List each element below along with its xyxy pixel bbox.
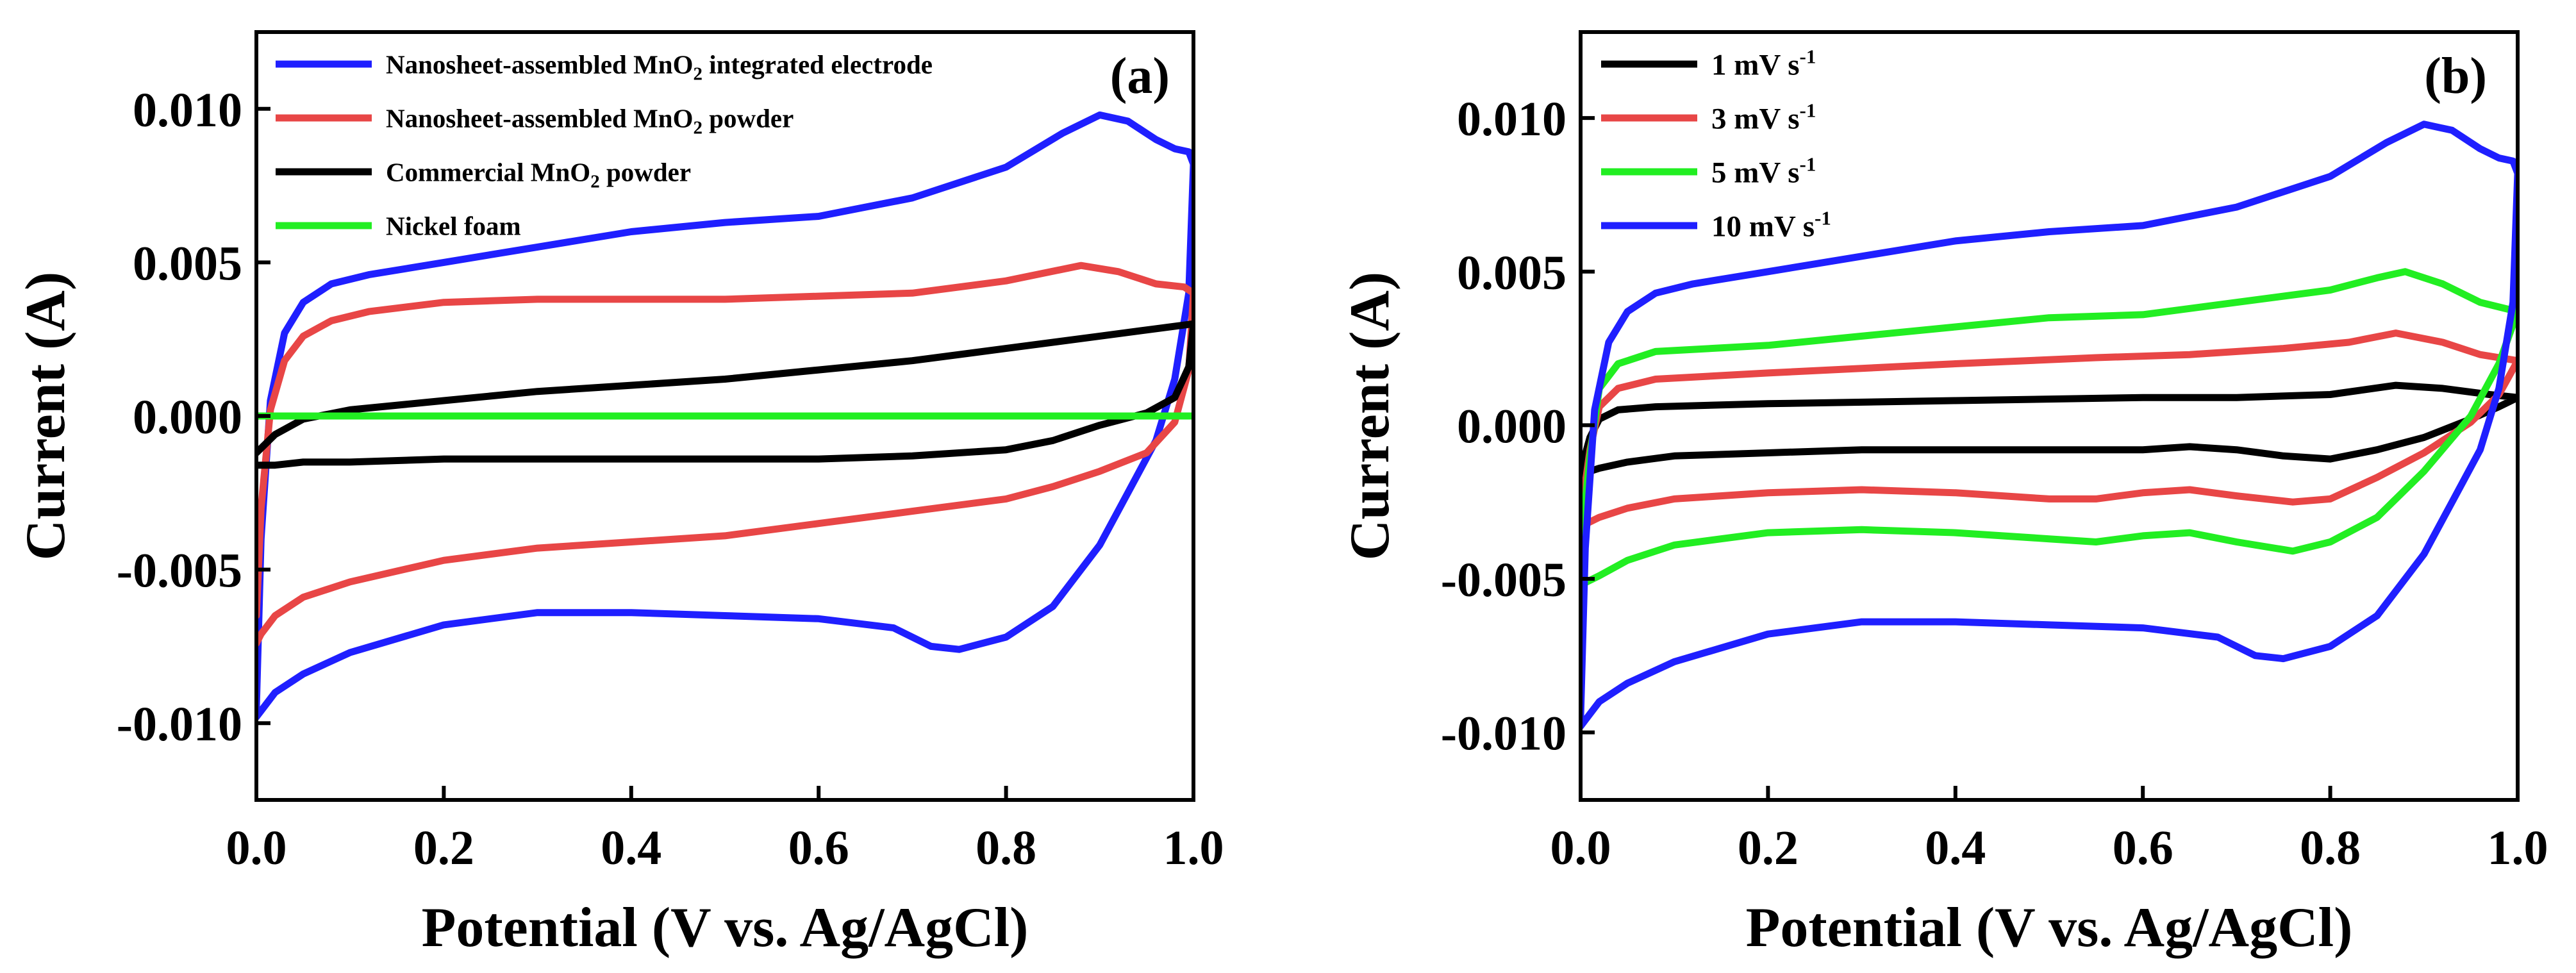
y-tick-label: -0.010 bbox=[117, 697, 242, 751]
series-line bbox=[1581, 268, 2518, 589]
legend-label-text: 10 mV s bbox=[1711, 210, 1815, 243]
y-tick-label: 0.010 bbox=[1457, 92, 1566, 146]
legend-label-superscript: -1 bbox=[1800, 45, 1816, 67]
legend-label-text: Nickel foam bbox=[386, 211, 521, 240]
legend-label: Nickel foam bbox=[386, 211, 521, 240]
legend-label: 3 mV s-1 bbox=[1711, 99, 1816, 135]
legend-label-text: Nanosheet-assembled MnO bbox=[386, 49, 693, 79]
legend-label: Nanosheet-assembled MnO2 integrated elec… bbox=[386, 49, 933, 84]
series-line bbox=[1581, 381, 2518, 478]
y-axis-title: Current (A) bbox=[15, 272, 77, 560]
x-tick-label: 0.2 bbox=[1738, 821, 1799, 875]
legend-label: Nanosheet-assembled MnO2 powder bbox=[386, 103, 794, 138]
legend-label-tail: integrated electrode bbox=[702, 49, 933, 79]
legend-label-subscript: 2 bbox=[590, 171, 600, 192]
panel-a: 0.0 0.2 0.4 0.6 0.8 1.0 -0.010 -0.005 0.000 0.005… bbox=[15, 30, 1224, 959]
x-tick-label: 0.6 bbox=[788, 821, 849, 875]
x-tick-label: 0.6 bbox=[2113, 821, 2173, 875]
legend-label: 10 mV s-1 bbox=[1711, 206, 1831, 243]
series-lines bbox=[256, 111, 1193, 721]
legend: Nanosheet-assembled MnO2 integrated elec… bbox=[276, 49, 933, 240]
legend-label-superscript: -1 bbox=[1815, 206, 1831, 229]
x-tick-label: 0.4 bbox=[1925, 821, 1986, 875]
y-tick-label: 0.005 bbox=[133, 237, 242, 290]
series-line bbox=[256, 111, 1193, 721]
legend-label-tail: powder bbox=[600, 157, 691, 187]
y-tick-label: -0.005 bbox=[1441, 553, 1566, 607]
series-lines bbox=[1581, 121, 2518, 730]
panel-label: (b) bbox=[2424, 48, 2487, 104]
x-tick-label: 0.0 bbox=[226, 821, 287, 875]
panel-label: (a) bbox=[1110, 48, 1170, 104]
legend-label-text: Nanosheet-assembled MnO bbox=[386, 103, 693, 133]
legend-label-tail: powder bbox=[702, 103, 794, 133]
y-axis-title: Current (A) bbox=[1339, 272, 1401, 560]
legend-label-text: Commercial MnO bbox=[386, 157, 590, 187]
panel-b: 0.0 0.2 0.4 0.6 0.8 1.0 -0.010 -0.005 0.000 0.005… bbox=[1339, 30, 2548, 959]
y-tick-label: -0.010 bbox=[1441, 707, 1566, 761]
y-tick-label: 0.010 bbox=[133, 83, 242, 137]
y-tick-label: 0.000 bbox=[1457, 399, 1566, 453]
y-tick-label: 0.000 bbox=[133, 390, 242, 444]
x-tick-label: 0.4 bbox=[601, 821, 661, 875]
y-tick-label: 0.005 bbox=[1457, 246, 1566, 300]
x-tick-label: 0.8 bbox=[2300, 821, 2361, 875]
series-line bbox=[1581, 121, 2518, 730]
legend-label: 5 mV s-1 bbox=[1711, 153, 1816, 189]
legend: 1 mV s-13 mV s-15 mV s-110 mV s-1 bbox=[1601, 45, 1831, 243]
series-line bbox=[256, 262, 1193, 647]
x-axis-title: Potential (V vs. Ag/AgCl) bbox=[1746, 897, 2353, 959]
legend-label-subscript: 2 bbox=[693, 117, 702, 138]
x-tick-label: 1.0 bbox=[1163, 821, 1224, 875]
legend-label-text: 3 mV s bbox=[1711, 102, 1800, 135]
series-line bbox=[1581, 329, 2518, 530]
x-tick-label: 1.0 bbox=[2488, 821, 2548, 875]
legend-label: Commercial MnO2 powder bbox=[386, 157, 691, 192]
y-tick-label: -0.005 bbox=[117, 544, 242, 598]
series-line bbox=[256, 320, 1193, 469]
x-tick-label: 0.8 bbox=[976, 821, 1036, 875]
legend-label-subscript: 2 bbox=[693, 63, 702, 84]
x-axis-title: Potential (V vs. Ag/AgCl) bbox=[422, 897, 1029, 959]
legend-label-superscript: -1 bbox=[1800, 153, 1816, 175]
x-tick-label: 0.0 bbox=[1550, 821, 1611, 875]
x-tick-label: 0.2 bbox=[413, 821, 474, 875]
legend-label-text: 5 mV s bbox=[1711, 156, 1800, 189]
plot-frame bbox=[1579, 30, 2520, 802]
legend-label-text: 1 mV s bbox=[1711, 48, 1800, 81]
legend-label: 1 mV s-1 bbox=[1711, 45, 1816, 81]
legend-label-superscript: -1 bbox=[1800, 99, 1816, 121]
